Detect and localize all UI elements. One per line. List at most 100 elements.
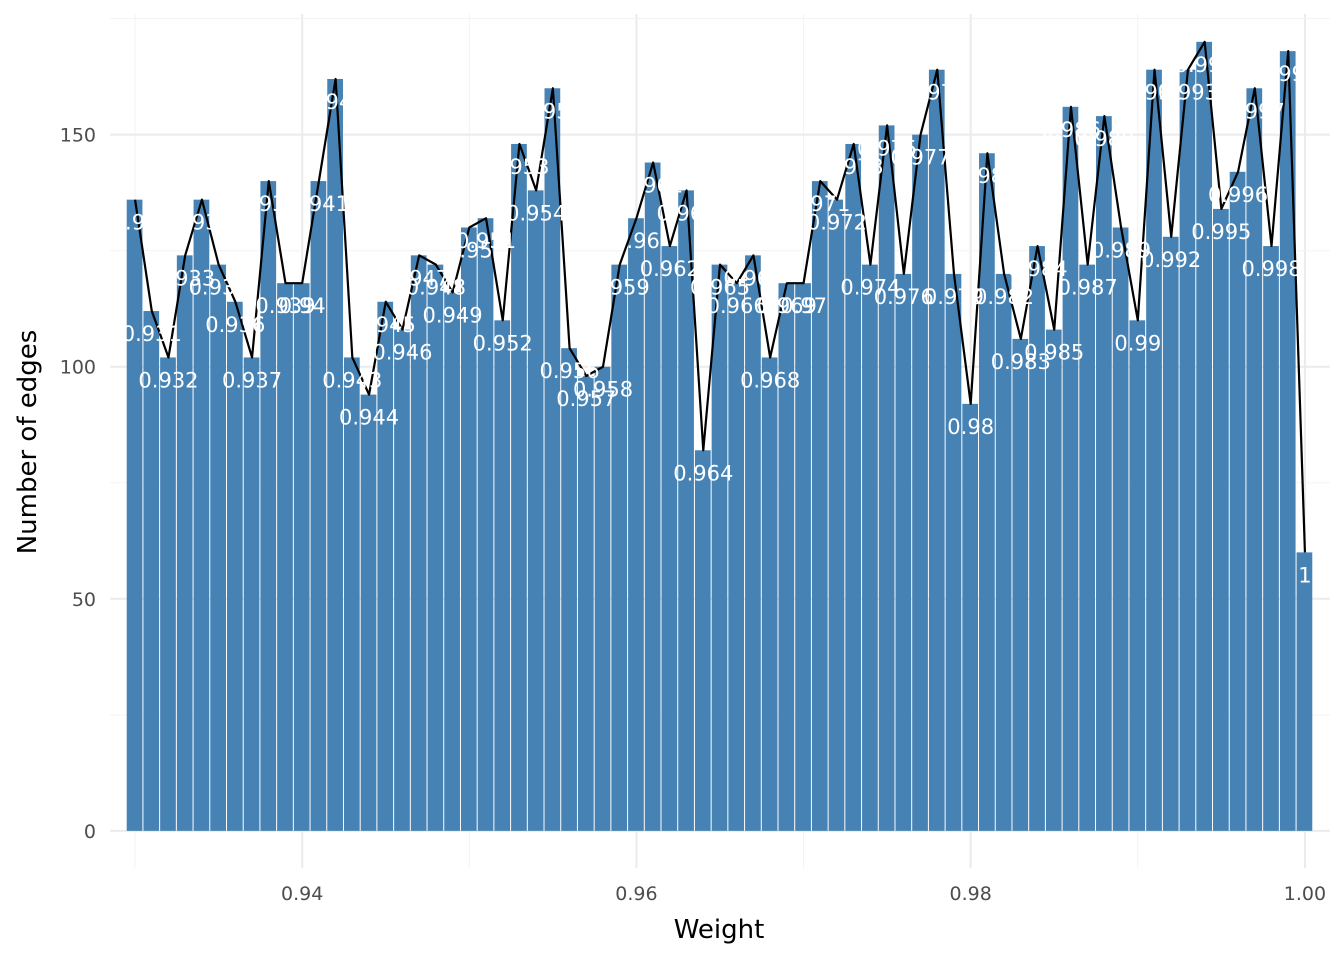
bar-value-label: 0.936	[205, 313, 265, 337]
bar	[193, 199, 210, 831]
bar-value-label: 0.979	[924, 285, 984, 309]
bar	[611, 264, 628, 831]
bar-value-label: 0.961	[623, 174, 683, 198]
bar	[778, 283, 795, 831]
bar-labels: 0.93 0.931 0.932 0.933 0.934 0.935 0.936 0.937 0…	[112, 53, 1319, 588]
bar-value-label: 0.967	[723, 266, 783, 290]
bar	[795, 283, 811, 831]
bar	[1045, 329, 1062, 831]
y-tick-label: 50	[72, 589, 96, 611]
bar-value-label: 0.947	[389, 266, 449, 290]
bar-value-label: 0.945	[356, 313, 416, 337]
bar-value-label: 0.993	[1158, 81, 1218, 105]
bar-value-label: 0.991	[1124, 81, 1184, 105]
bar	[644, 162, 661, 831]
bar	[360, 394, 377, 831]
bar	[1112, 227, 1129, 831]
bar	[260, 181, 277, 831]
bar	[561, 348, 577, 831]
bar-value-label: 0.957	[556, 387, 616, 411]
bar	[694, 450, 711, 831]
bar-value-label: 0.934	[172, 211, 232, 235]
bar-value-label: 0.948	[406, 276, 466, 300]
bar-value-label: 0.931	[122, 322, 182, 346]
y-axis-ticks: 0 50 100 150	[60, 125, 96, 843]
x-tick-label: 0.96	[615, 883, 657, 905]
bar	[862, 264, 878, 831]
bar	[761, 357, 778, 831]
bar-value-label: 0.958	[573, 378, 633, 402]
bar	[1179, 69, 1196, 831]
bar	[210, 264, 226, 831]
bar	[1196, 41, 1213, 831]
bar	[494, 320, 511, 831]
bar	[1096, 116, 1112, 831]
bar-value-label: 0.985	[1024, 341, 1084, 365]
bar	[745, 255, 761, 831]
bar	[1263, 246, 1279, 831]
bar-value-label: 0.944	[339, 406, 399, 430]
bar-value-label: 0.981	[957, 164, 1017, 188]
bar-value-label: 0.982	[974, 285, 1034, 309]
bar-value-label: 0.95	[446, 239, 493, 263]
bar-value-label: 0.963	[657, 201, 717, 225]
bar-value-label: 0.975	[857, 136, 917, 160]
bar-value-label: 0.93	[112, 211, 159, 235]
bar	[895, 273, 912, 831]
bar-value-label: 0.973	[824, 155, 884, 179]
bar	[678, 190, 694, 831]
bar	[394, 329, 410, 831]
bar-value-label: 0.962	[640, 257, 700, 281]
bar-value-label: 0.939	[255, 294, 315, 318]
bar-value-label: 0.978	[907, 81, 967, 105]
bar	[1129, 320, 1146, 831]
bar-value-label: 0.977	[890, 146, 950, 170]
bar-value-label: 0.971	[790, 192, 850, 216]
bar-value-label: 0.992	[1141, 248, 1201, 272]
x-axis-ticks: 0.94 0.96 0.98 1.00	[281, 883, 1326, 905]
bar	[661, 246, 678, 831]
bar	[979, 153, 995, 831]
bar	[928, 69, 945, 831]
bar-value-label: 0.994	[1175, 53, 1235, 77]
bar-value-label: 0.941	[289, 192, 349, 216]
bar	[327, 78, 343, 831]
bar-value-label: 0.97	[780, 294, 827, 318]
bar-value-label: 0.988	[1074, 127, 1134, 151]
bar-value-label: 0.951	[456, 229, 516, 253]
bar-value-label: 0.983	[991, 350, 1051, 374]
bar	[828, 199, 845, 831]
bar-value-label: 0.932	[138, 368, 198, 392]
bar-value-label: 0.955	[523, 99, 583, 123]
bar-value-label: 0.999	[1258, 62, 1318, 86]
bar-value-label: 0.938	[239, 192, 299, 216]
bar	[477, 218, 494, 831]
bar	[1246, 88, 1263, 831]
bar-value-label: 0.984	[1007, 257, 1067, 281]
bar-value-label: 0.937	[222, 368, 282, 392]
bar	[1162, 236, 1179, 831]
bar	[1146, 69, 1162, 831]
x-tick-label: 0.94	[281, 883, 323, 905]
bar-value-label: 0.933	[155, 266, 215, 290]
bar	[143, 311, 160, 831]
bar-value-label: 1	[1298, 563, 1311, 587]
bar	[628, 218, 644, 831]
bar	[962, 403, 979, 831]
bar	[444, 292, 460, 831]
bar	[176, 255, 193, 831]
bar-value-label: 0.998	[1241, 257, 1301, 281]
bar-value-label: 0.995	[1191, 220, 1251, 244]
bar	[811, 181, 828, 831]
bar	[1279, 51, 1296, 831]
bar-value-label: 0.964	[673, 461, 733, 485]
bar-value-label: 0.952	[473, 331, 533, 355]
bar-value-label: 0.949	[423, 303, 483, 327]
bar	[544, 88, 561, 831]
bar-value-label: 0.997	[1225, 99, 1285, 123]
bar	[243, 357, 260, 831]
bar	[460, 227, 477, 831]
bar	[1012, 338, 1029, 831]
frequency-line	[133, 40, 1307, 553]
bars	[126, 41, 1313, 831]
